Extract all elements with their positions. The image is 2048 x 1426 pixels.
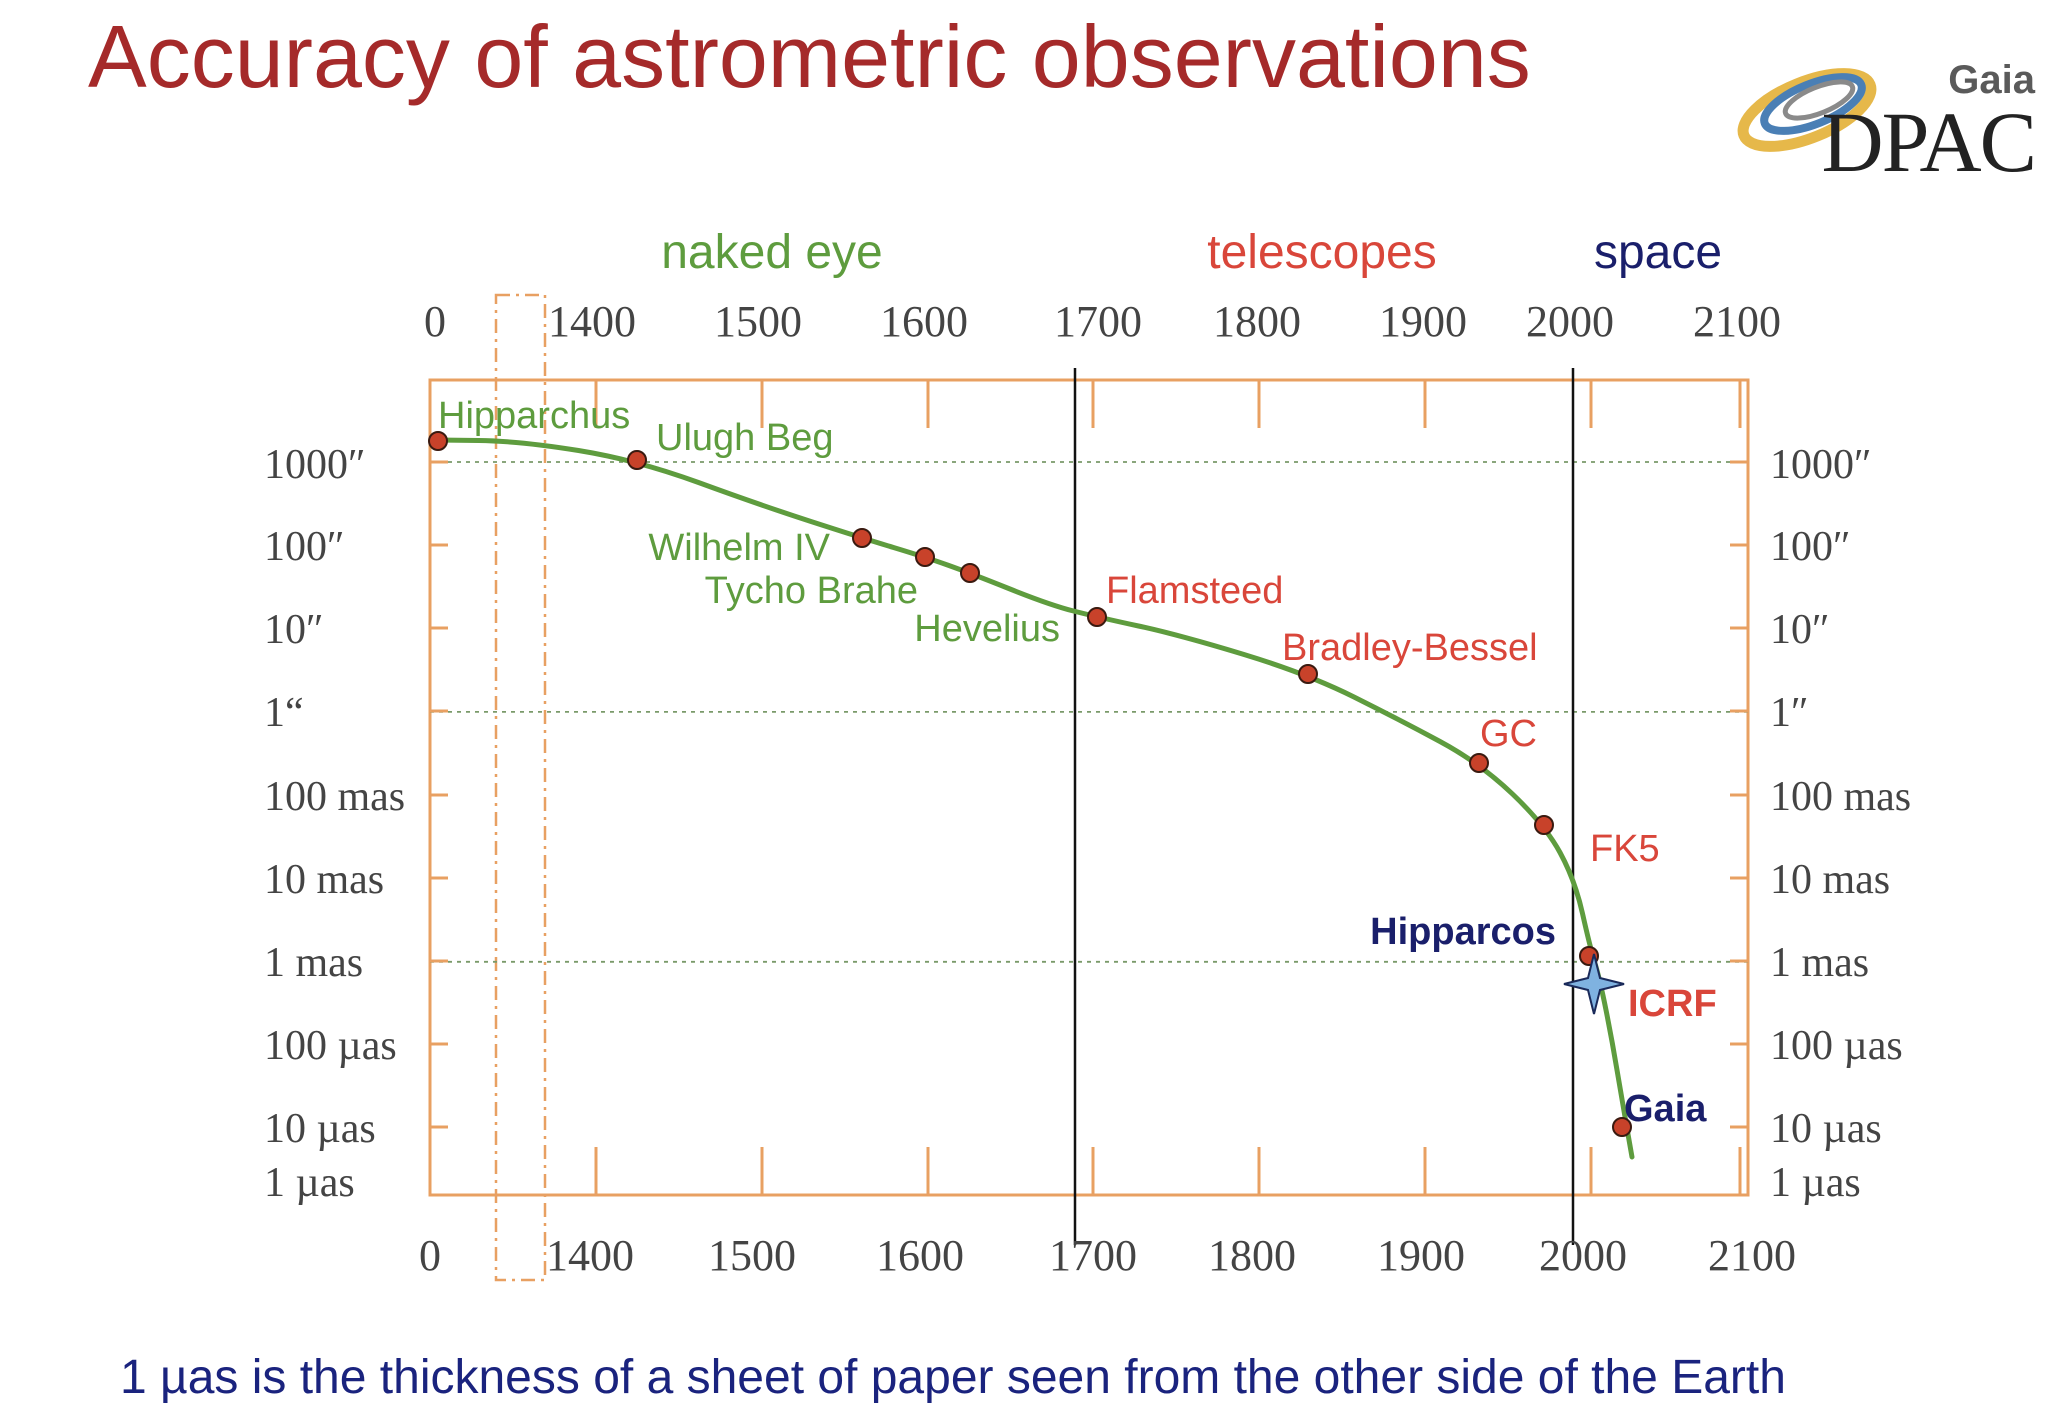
data-point-marker bbox=[1469, 753, 1489, 773]
data-point-marker bbox=[852, 528, 872, 548]
y-tick-label-left: 10″ bbox=[264, 607, 324, 653]
x-tick-label-bottom: 1800 bbox=[1208, 1231, 1296, 1280]
y-tick-label-left: 1000″ bbox=[264, 442, 366, 488]
x-tick-label-top: 1400 bbox=[548, 297, 636, 346]
data-point-label: Flamsteed bbox=[1106, 570, 1283, 612]
y-tick-label-left: 10 µas bbox=[264, 1106, 376, 1152]
data-point-marker bbox=[1612, 1117, 1632, 1137]
x-tick-label-bottom: 1900 bbox=[1377, 1231, 1465, 1280]
icrf-star-marker bbox=[1563, 953, 1625, 1015]
page-title: Accuracy of astrometric observations bbox=[88, 7, 1531, 106]
logo-gaia-text: Gaia bbox=[1948, 58, 2035, 102]
logo-dpac-text: DPAC bbox=[1821, 94, 2037, 190]
era-label: space bbox=[1594, 226, 1722, 279]
data-point-marker bbox=[1298, 664, 1318, 684]
y-tick-label-left: 100 mas bbox=[264, 774, 405, 820]
x-tick-label-bottom: 1400 bbox=[546, 1231, 634, 1280]
x-tick-label-bottom: 1500 bbox=[708, 1231, 796, 1280]
y-tick-label-right: 100 mas bbox=[1770, 774, 1911, 820]
y-tick-label-right: 100 µas bbox=[1770, 1023, 1903, 1069]
data-point-label: Bradley-Bessel bbox=[1282, 627, 1538, 669]
x-tick-label-bottom: 2000 bbox=[1539, 1231, 1627, 1280]
x-tick-label-top: 1600 bbox=[880, 297, 968, 346]
x-tick-label-top: 1900 bbox=[1379, 297, 1467, 346]
y-tick-label-right: 1 mas bbox=[1770, 940, 1869, 986]
x-tick-label-top: 2100 bbox=[1693, 297, 1781, 346]
era-label: telescopes bbox=[1207, 226, 1436, 279]
y-tick-label-right: 100″ bbox=[1770, 524, 1851, 570]
x-tick-label-top: 0 bbox=[424, 297, 446, 346]
data-point-label: Ulugh Beg bbox=[656, 417, 833, 459]
y-tick-label-left: 1 µas bbox=[264, 1160, 355, 1206]
x-tick-label-top: 2000 bbox=[1526, 297, 1614, 346]
x-tick-label-bottom: 0 bbox=[419, 1231, 441, 1280]
y-tick-label-left: 100″ bbox=[264, 524, 345, 570]
data-point-label: Tycho Brahe bbox=[705, 570, 918, 612]
x-tick-label-bottom: 1700 bbox=[1049, 1231, 1137, 1280]
data-point-label: Hipparchus bbox=[438, 395, 630, 437]
accuracy-curve bbox=[434, 437, 1635, 1160]
y-tick-label-left: 1“ bbox=[264, 690, 304, 736]
data-point-marker bbox=[960, 563, 980, 583]
gaia-dpac-logo: Gaia DPAC bbox=[1735, 48, 2037, 190]
data-point-label: GC bbox=[1480, 713, 1537, 755]
x-tick-label-top: 1800 bbox=[1213, 297, 1301, 346]
x-tick-label-top: 1500 bbox=[714, 297, 802, 346]
icrf-label: ICRF bbox=[1628, 983, 1717, 1025]
y-tick-label-right: 10 mas bbox=[1770, 857, 1890, 903]
y-tick-label-right: 10″ bbox=[1770, 607, 1830, 653]
data-point-marker bbox=[1534, 815, 1554, 835]
plot-frame bbox=[428, 378, 1750, 1197]
data-point-label: Wilhelm IV bbox=[648, 527, 830, 569]
data-point-label: FK5 bbox=[1590, 828, 1660, 870]
y-tick-label-right: 1000″ bbox=[1770, 442, 1872, 488]
y-tick-label-left: 100 µas bbox=[264, 1023, 397, 1069]
era-label: naked eye bbox=[661, 226, 883, 279]
data-point-label: Gaia bbox=[1624, 1088, 1707, 1130]
orbit-swoosh-icon bbox=[1737, 68, 1877, 152]
data-point-marker bbox=[627, 450, 647, 470]
y-tick-label-left: 1 mas bbox=[264, 940, 363, 986]
x-tick-label-bottom: 2100 bbox=[1708, 1231, 1796, 1280]
data-point-marker bbox=[1087, 607, 1107, 627]
data-point-label: Hevelius bbox=[914, 608, 1060, 650]
y-tick-label-right: 1″ bbox=[1770, 690, 1809, 736]
y-tick-label-left: 10 mas bbox=[264, 857, 384, 903]
x-tick-label-bottom: 1600 bbox=[876, 1231, 964, 1280]
y-tick-label-right: 1 µas bbox=[1770, 1160, 1861, 1206]
data-point-marker bbox=[915, 547, 935, 567]
data-point-marker bbox=[428, 431, 448, 451]
astrometry-accuracy-chart: 0 0 1400 1400 1500 1500 1600 1600 1700 1700 1800 18… bbox=[264, 226, 1911, 1282]
chart-caption: 1 µas is the thickness of a sheet of pap… bbox=[120, 1351, 1786, 1404]
x-tick-label-top: 1700 bbox=[1054, 297, 1142, 346]
axis-break-marker bbox=[494, 293, 547, 1282]
data-point-label: Hipparcos bbox=[1370, 911, 1556, 953]
y-tick-label-right: 10 µas bbox=[1770, 1106, 1882, 1152]
